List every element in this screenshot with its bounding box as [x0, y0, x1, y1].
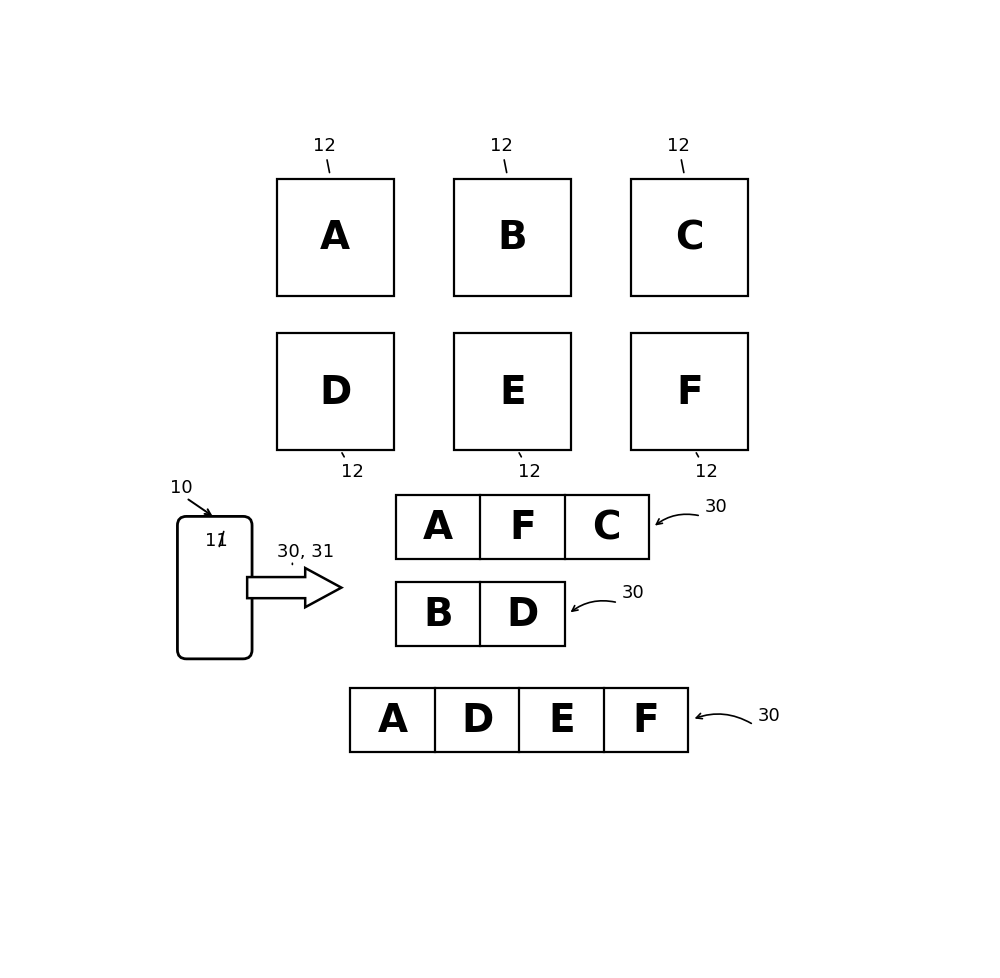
Text: 30: 30	[757, 706, 780, 724]
Text: F: F	[633, 701, 659, 738]
Bar	[396, 582, 565, 646]
Bar	[277, 180, 394, 296]
Text: D: D	[506, 596, 538, 634]
Text: 12: 12	[490, 137, 513, 173]
Bar	[631, 180, 748, 296]
Text: 30: 30	[705, 497, 727, 515]
Text: 12: 12	[341, 454, 364, 480]
Bar	[396, 496, 649, 559]
Bar	[350, 688, 688, 752]
Text: E: E	[499, 374, 526, 411]
Bar	[454, 180, 571, 296]
Bar	[454, 333, 571, 451]
FancyBboxPatch shape	[177, 516, 252, 659]
Text: A: A	[423, 509, 453, 547]
Text: 10: 10	[170, 478, 192, 497]
Text: 12: 12	[667, 137, 690, 173]
Text: 12: 12	[518, 454, 541, 480]
Text: F: F	[676, 374, 703, 411]
Text: D: D	[319, 374, 351, 411]
Text: E: E	[548, 701, 575, 738]
Text: 12: 12	[313, 137, 336, 173]
Text: 30: 30	[622, 584, 645, 601]
Text: B: B	[423, 596, 453, 634]
Text: A: A	[320, 219, 350, 257]
Text: C: C	[592, 509, 621, 547]
Polygon shape	[247, 568, 341, 607]
Text: F: F	[509, 509, 536, 547]
Bar	[277, 333, 394, 451]
Text: B: B	[498, 219, 527, 257]
Text: C: C	[675, 219, 704, 257]
Text: D: D	[461, 701, 493, 738]
Bar	[631, 333, 748, 451]
Text: 12: 12	[695, 454, 718, 480]
Text: 11: 11	[205, 531, 228, 549]
Text: A: A	[378, 701, 408, 738]
Text: 30, 31: 30, 31	[277, 543, 334, 560]
